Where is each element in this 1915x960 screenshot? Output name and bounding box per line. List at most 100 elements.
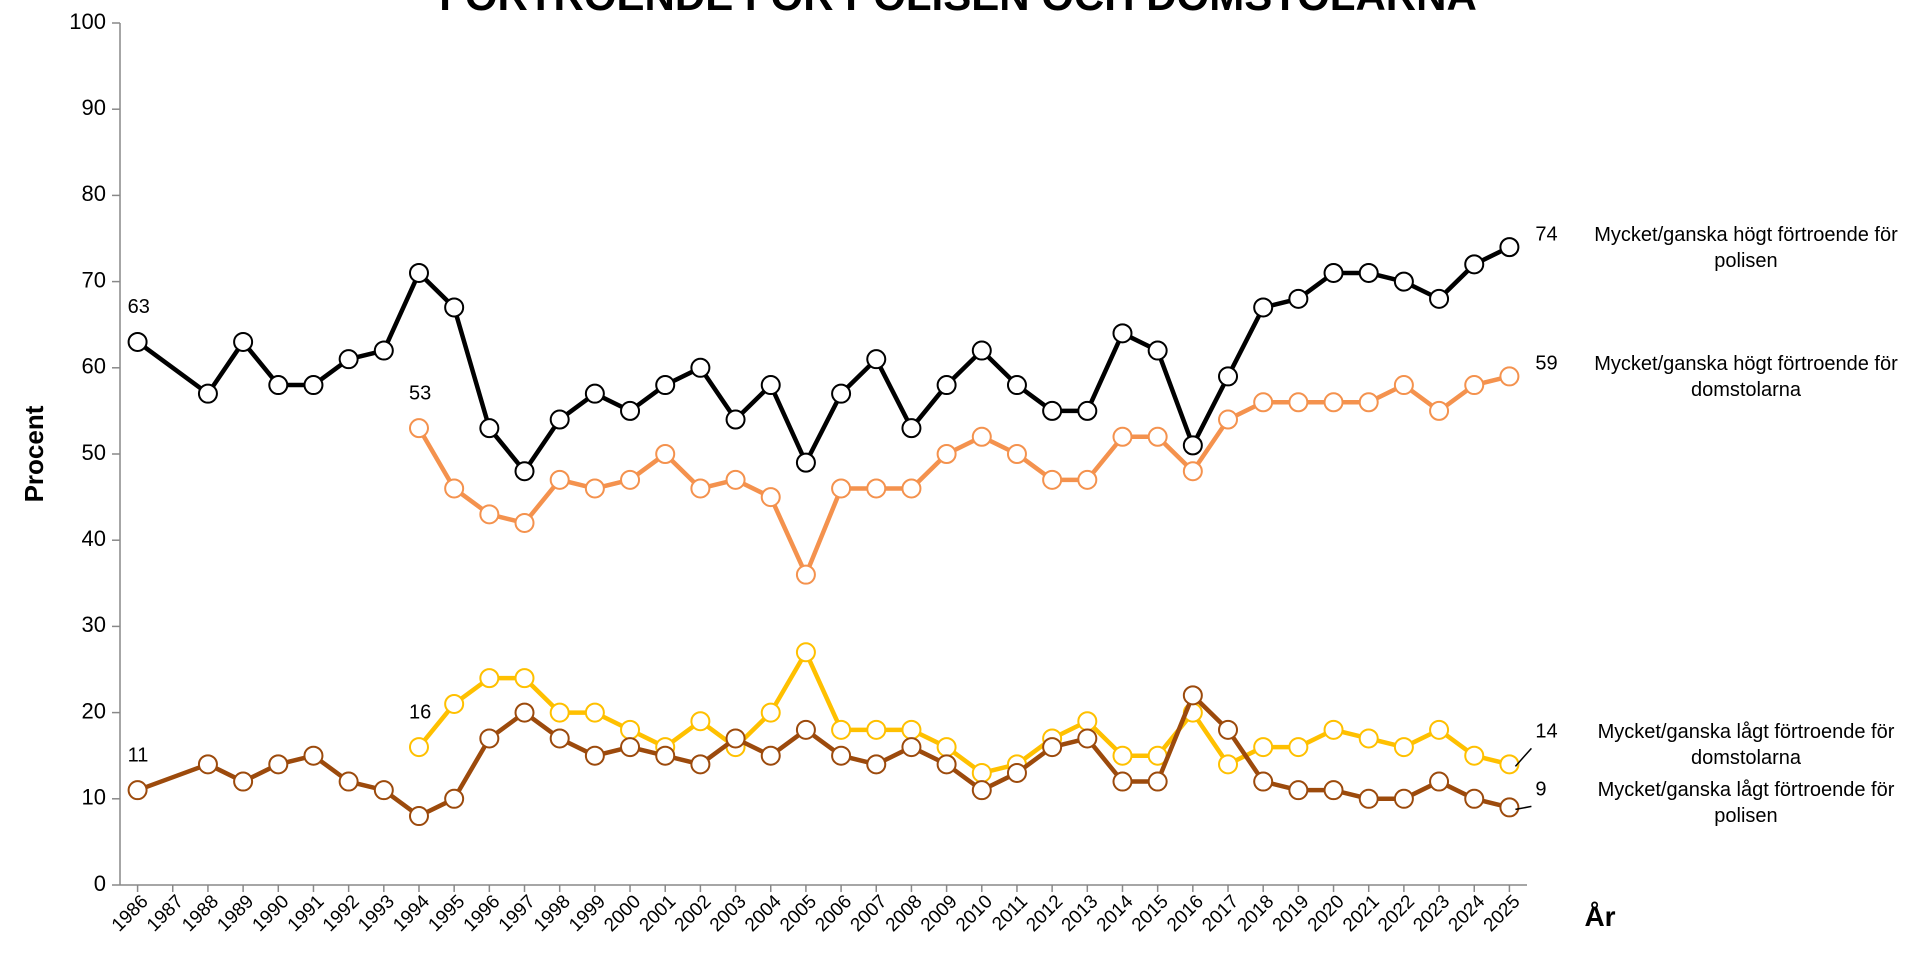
point bbox=[1464, 745, 1485, 766]
point bbox=[514, 668, 535, 689]
leader-line bbox=[1515, 805, 1532, 811]
point bbox=[831, 478, 852, 499]
point bbox=[760, 487, 781, 508]
point bbox=[127, 331, 148, 352]
y-tick-label: 60 bbox=[82, 354, 106, 379]
data-label: 53 bbox=[409, 382, 431, 404]
point bbox=[1429, 771, 1450, 792]
point bbox=[1218, 754, 1239, 775]
x-tick-label: 1998 bbox=[530, 891, 575, 936]
point bbox=[514, 461, 535, 482]
x-tick-label: 1993 bbox=[354, 891, 399, 936]
point bbox=[479, 728, 500, 749]
point bbox=[1393, 271, 1414, 292]
point bbox=[549, 469, 570, 490]
point bbox=[866, 719, 887, 740]
series-name: Mycket/ganska högt förtroende för domsto… bbox=[1594, 353, 1898, 402]
y-tick-label: 40 bbox=[82, 526, 106, 551]
point bbox=[1218, 366, 1239, 387]
data-label: 14 bbox=[1535, 721, 1557, 743]
point bbox=[866, 349, 887, 370]
point bbox=[1112, 771, 1133, 792]
x-tick-label: 1986 bbox=[108, 891, 153, 936]
point bbox=[655, 444, 676, 464]
y-tick-label: 30 bbox=[82, 612, 106, 637]
chart-title: FÖRTROENDE FÖR POLISEN OCH DOMSTOLARNA bbox=[439, 0, 1477, 19]
point bbox=[690, 357, 711, 378]
point bbox=[1288, 780, 1309, 801]
y-tick-label: 80 bbox=[82, 181, 106, 206]
point bbox=[268, 754, 289, 775]
x-tick-label: 1992 bbox=[319, 891, 364, 936]
point bbox=[620, 737, 641, 758]
x-tick-label: 2014 bbox=[1093, 891, 1138, 936]
point bbox=[725, 728, 746, 749]
data-label: 11 bbox=[128, 744, 149, 766]
x-tick-label: 2001 bbox=[636, 891, 681, 936]
point bbox=[1323, 392, 1344, 413]
x-tick-label: 2016 bbox=[1163, 891, 1208, 936]
point bbox=[197, 383, 218, 404]
point bbox=[971, 762, 992, 783]
point bbox=[831, 745, 852, 766]
point bbox=[1499, 797, 1520, 818]
point bbox=[795, 452, 816, 473]
x-tick-label: 1997 bbox=[495, 891, 540, 936]
point bbox=[338, 349, 359, 370]
point bbox=[373, 780, 394, 801]
point bbox=[479, 418, 500, 439]
y-axis-label: Procent bbox=[19, 405, 49, 502]
point bbox=[690, 478, 711, 499]
point bbox=[971, 426, 992, 447]
point bbox=[690, 754, 711, 775]
point bbox=[584, 702, 605, 723]
point bbox=[1112, 745, 1133, 766]
point bbox=[1429, 288, 1450, 309]
x-tick-label: 2020 bbox=[1304, 891, 1349, 936]
x-tick-label: 2007 bbox=[847, 891, 892, 936]
point bbox=[479, 504, 500, 525]
x-tick-label: 2006 bbox=[811, 891, 856, 936]
x-tick-label: 2018 bbox=[1234, 891, 1279, 936]
point bbox=[936, 444, 957, 464]
point bbox=[1323, 262, 1344, 283]
series-line bbox=[417, 374, 1510, 577]
point bbox=[479, 668, 500, 689]
point bbox=[1323, 780, 1344, 801]
y-tick-label: 10 bbox=[82, 785, 106, 810]
x-tick-label: 1988 bbox=[178, 891, 223, 936]
x-tick-label: 2003 bbox=[706, 891, 751, 936]
point bbox=[1288, 737, 1309, 758]
point bbox=[725, 409, 746, 430]
point bbox=[303, 375, 324, 396]
point bbox=[1358, 728, 1379, 749]
point bbox=[549, 702, 570, 723]
x-tick-label: 2015 bbox=[1128, 891, 1173, 936]
x-tick-label: 2025 bbox=[1480, 891, 1525, 936]
point bbox=[338, 771, 359, 792]
x-tick-label: 1995 bbox=[424, 891, 469, 936]
point bbox=[444, 297, 465, 318]
point bbox=[549, 728, 570, 749]
point bbox=[127, 780, 148, 801]
series-name: Mycket/ganska högt förtroende för polise… bbox=[1594, 224, 1898, 273]
series-line bbox=[417, 650, 1510, 776]
x-tick-label: 1994 bbox=[389, 891, 434, 936]
y-tick-label: 90 bbox=[82, 95, 106, 120]
x-tick-label: 2024 bbox=[1445, 891, 1490, 936]
x-tick-label: 2021 bbox=[1339, 891, 1384, 936]
point bbox=[1042, 400, 1063, 421]
point bbox=[1464, 375, 1485, 396]
point bbox=[1182, 685, 1203, 706]
point bbox=[444, 788, 465, 809]
point bbox=[795, 719, 816, 740]
point bbox=[197, 754, 218, 775]
point bbox=[1499, 237, 1520, 258]
point bbox=[936, 737, 957, 758]
y-tick-label: 20 bbox=[82, 698, 106, 723]
point bbox=[831, 719, 852, 740]
data-label: 16 bbox=[409, 701, 431, 723]
x-tick-label: 2009 bbox=[917, 891, 962, 936]
x-tick-label: 2012 bbox=[1022, 891, 1067, 936]
